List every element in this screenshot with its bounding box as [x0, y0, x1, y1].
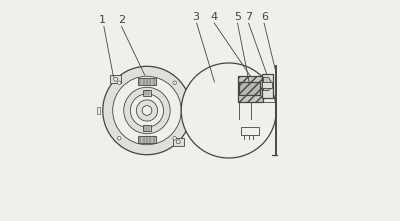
Bar [238, 76, 263, 102]
Circle shape [173, 81, 176, 84]
Circle shape [124, 87, 170, 134]
Text: 4: 4 [211, 12, 218, 22]
Circle shape [136, 100, 158, 121]
Circle shape [114, 77, 118, 81]
Bar [138, 136, 156, 143]
Bar [143, 125, 151, 131]
Text: 7: 7 [245, 12, 252, 22]
Bar [239, 82, 260, 95]
Bar [262, 74, 273, 98]
Bar [138, 78, 156, 85]
Bar [241, 127, 258, 135]
Circle shape [176, 140, 180, 144]
Circle shape [118, 81, 121, 84]
Circle shape [130, 94, 164, 127]
Text: 6: 6 [261, 12, 268, 22]
Bar [96, 107, 100, 114]
Circle shape [142, 106, 152, 115]
Text: 5: 5 [234, 12, 241, 22]
Bar [262, 82, 272, 88]
Text: 1: 1 [99, 15, 106, 25]
Circle shape [173, 137, 176, 140]
Circle shape [103, 66, 191, 155]
Bar [143, 90, 151, 96]
Bar [173, 138, 184, 146]
Circle shape [181, 63, 276, 158]
Polygon shape [264, 77, 272, 91]
Circle shape [113, 76, 181, 145]
Text: 3: 3 [192, 12, 199, 22]
Circle shape [118, 137, 121, 140]
Text: 2: 2 [118, 15, 126, 25]
Bar [110, 75, 121, 83]
